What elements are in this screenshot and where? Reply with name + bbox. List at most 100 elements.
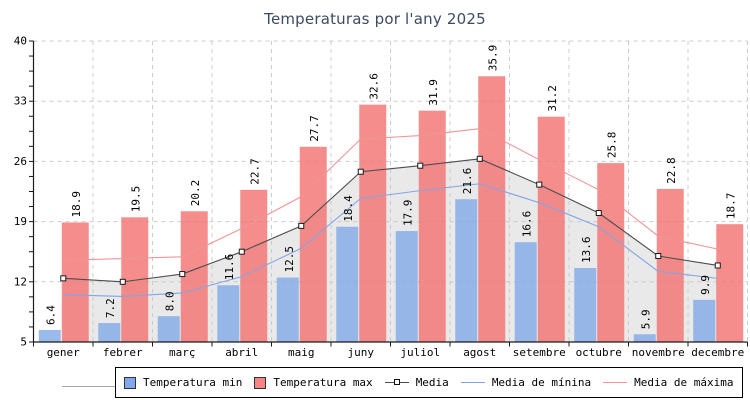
min-bar [574,268,597,342]
max-bar-label: 20.2 [189,180,202,207]
max-bar [61,222,89,342]
legend-swatch-line [603,377,628,388]
min-bar [38,329,61,342]
x-tick-label: novembre [632,346,685,359]
chart-title: Temperaturas por l'any 2025 [264,10,486,28]
max-bar [299,146,327,342]
max-bar-label: 18.7 [725,193,738,220]
x-tick-label: decembre [691,346,744,359]
chart-legend: Temperatura min Temperatura max Media Media… [115,367,743,398]
legend-line-marker [393,379,400,385]
y-tick-label: 5 [20,336,27,349]
x-tick-label: juny [348,346,375,359]
legend-swatch-line [384,377,409,388]
max-bar-label: 31.2 [546,85,559,112]
min-bar [98,323,121,342]
min-bar-label: 13.6 [580,237,593,264]
y-tick-label: 19 [14,215,27,228]
max-bar-label: 22.8 [665,157,678,184]
x-tick-label: octubre [576,346,622,359]
media-marker [655,253,662,259]
max-bar-label: 19.5 [130,186,143,213]
x-tick-label: agost [463,346,496,359]
media-marker [595,210,602,216]
legend-label: Temperatura max [273,376,373,389]
min-bar-label: 17.9 [402,200,415,227]
media-marker [179,271,186,278]
media-marker [714,262,721,269]
media-minima-line [63,183,718,297]
max-bar [240,189,268,342]
media-marker [119,278,126,285]
max-bar-label: 22.7 [249,158,262,185]
max-bar [537,116,565,343]
y-tick-label: 33 [14,95,27,108]
legend-swatch-box [124,376,136,389]
media-marker [60,275,67,282]
max-bar-label: 35.9 [487,45,500,72]
media-marker [357,168,364,175]
min-bar-label: 16.6 [521,211,534,238]
legend-swatch-box [254,376,267,389]
x-tick-label: gener [47,346,80,359]
min-bar [455,199,478,342]
media-marker [238,248,245,255]
min-bar-label: 21.6 [461,168,474,195]
max-bar-label: 25.8 [606,132,619,159]
legend-item: Temperatura max [254,376,373,389]
min-bar-label: 18.4 [342,195,355,222]
min-bar-label: 5.9 [640,309,653,329]
x-tick-label: febrer [103,346,143,359]
min-bar [157,316,180,342]
media-marker [298,222,305,229]
x-tick-label: maig [288,346,315,359]
y-tick-label: 40 [14,35,27,48]
max-bar [418,110,446,342]
legend-label: Media de mínina [491,376,592,389]
max-bar [359,104,387,342]
legend-line [603,382,628,383]
min-bar [276,277,299,342]
media-marker [476,155,483,162]
y-tick-label: 12 [14,275,27,288]
media-line [63,158,718,283]
x-tick-label: setembre [513,346,566,359]
max-bar-label: 31.9 [427,79,440,106]
min-bar [395,231,418,342]
min-bar [633,334,656,342]
max-bar-label: 27.7 [308,115,321,142]
y-tick-label: 26 [14,155,27,168]
min-bar-label: 6.4 [45,305,58,325]
min-bar [693,299,716,342]
max-bar [478,76,506,342]
legend-line [460,382,485,383]
legend-swatch-line [460,377,485,388]
x-tick-label: març [169,346,196,359]
legend-item: Media [384,376,449,389]
max-bar-label: 32.6 [368,73,381,100]
legend-label: Media de máxima [634,376,734,389]
max-bar-label: 18.9 [70,191,83,218]
legend-item: Media de mínina [460,376,592,389]
legend-label: Temperatura min [143,376,243,389]
max-bar [656,188,684,342]
max-bar [597,163,625,342]
x-tick-label: abril [225,346,258,359]
media-marker [536,181,543,188]
legend-label: Media [415,376,449,389]
min-bar-label: 7.2 [104,298,117,318]
legend-item: Temperatura min [124,376,242,389]
min-bar [514,242,537,342]
max-bar [716,224,744,342]
media-maxima-line [63,128,718,261]
min-bar-label: 8.0 [164,291,177,311]
min-bar [336,226,359,342]
min-bar [217,285,240,342]
min-bar-label: 11.6 [223,254,236,281]
x-tick-label: juliol [400,346,440,359]
legend-item: Media de máxima [603,376,734,389]
min-bar-label: 12.5 [283,246,296,273]
media-marker [417,162,424,169]
